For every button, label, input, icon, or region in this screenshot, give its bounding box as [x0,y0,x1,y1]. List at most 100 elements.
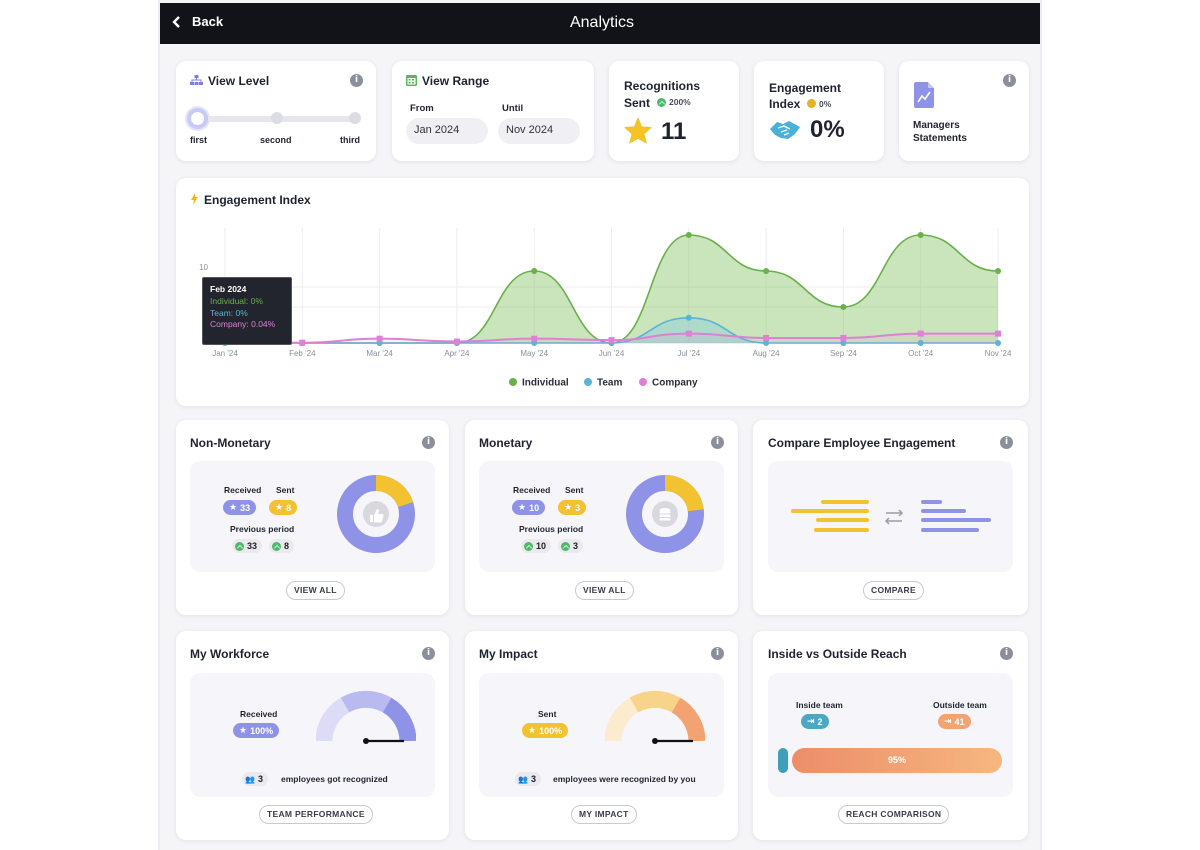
legend-marker-company [639,378,647,386]
x-tick-label: Feb '24 [289,349,316,358]
workforce-count-badge: 👥 3 [242,772,268,786]
sent-count: 3 [575,502,581,513]
info-icon[interactable]: i [711,436,724,449]
recognitions-sent-card[interactable]: Recognitions Sent 200% 11 [609,61,739,161]
engagement-tile-value: 0% [810,116,845,143]
data-point-team [840,340,847,346]
handshake-icon [770,121,800,139]
level-label-first: first [190,135,208,145]
x-tick-label: Jul '24 [677,349,700,358]
info-icon[interactable]: i [350,74,363,87]
engagement-index-card[interactable]: Engagement Index 0% 0% [754,61,884,161]
workforce-gauge [316,690,416,744]
x-tick-label: Apr '24 [444,349,470,358]
info-icon[interactable]: i [422,436,435,449]
sent-count: 8 [286,502,292,513]
impact-percent-badge: ★ 100% [522,723,569,738]
impact-count: 3 [530,774,536,784]
prev-sent: 8 [284,541,290,551]
workforce-footer: employees got recognized [281,774,388,784]
level-stop-third[interactable] [349,112,361,124]
data-point-company [376,335,383,342]
info-icon[interactable]: i [711,647,724,660]
info-icon[interactable]: i [1003,74,1016,87]
workforce-percent-badge: ★ 100% [233,723,280,738]
impact-count-badge: 👥 3 [515,772,541,786]
x-tick-label: Jun '24 [599,349,625,358]
monetary-panel: Received Sent ★ 10 ★ 3 Previous period 10 … [479,461,724,572]
prev-sent-badge: 3 [558,539,584,553]
from-label: From [410,103,434,114]
tooltip-individual: Individual: 0% [210,295,263,306]
non-monetary-donut[interactable] [336,474,416,554]
star-icon: ★ [229,502,238,512]
hierarchy-icon [190,75,203,85]
data-point-individual [531,268,538,274]
recognitions-subtitle: Sent [624,96,651,110]
level-label-second: second [260,135,292,145]
sent-label: Sent [276,485,295,495]
received-label: Received [224,485,262,495]
from-date-input[interactable]: Jan 2024 [406,118,488,144]
team-performance-button[interactable]: TEAM PERFORMANCE [259,805,373,824]
managers-line2: Statements [913,133,967,144]
x-tick-label: Oct '24 [908,349,934,358]
tooltip-month: Feb 2024 [210,284,247,294]
received-count: 33 [240,502,251,513]
increase-icon [235,541,244,551]
prev-received-badge: 10 [521,539,552,553]
prev-sent-badge: 8 [269,539,295,553]
star-icon: ★ [528,725,537,735]
previous-period-label: Previous period [230,524,295,534]
data-point-company [608,337,615,344]
page-title: Analytics [569,14,635,31]
info-icon[interactable]: i [1000,647,1013,660]
sent-badge: ★ 3 [558,500,587,515]
until-date-input[interactable]: Nov 2024 [498,118,580,144]
data-point-company [763,334,770,341]
tooltip-team: Team: 0% [210,307,248,318]
monetary-card: Monetary i Received Sent ★ 10 ★ 3 Previous… [465,420,738,615]
level-slider-handle[interactable] [187,108,208,129]
data-point-team [917,340,924,346]
data-point-company [531,335,538,342]
data-point-individual [685,232,692,238]
x-tick-label: Nov '24 [985,349,1012,358]
engagement-line-chart[interactable]: 10 Jan '24 Feb '24 Mar '24 Apr '24 May '24 Jun… [176,178,1029,406]
monetary-donut[interactable] [625,474,705,554]
reach-comparison-button[interactable]: REACH COMPARISON [838,805,950,824]
star-icon: ★ [564,502,573,512]
back-label: Back [192,14,224,29]
thumbs-up-icon [370,509,384,523]
legend-label-company: Company [652,378,698,389]
swap-icon [884,509,904,525]
non-monetary-panel: Received Sent ★ 33 ★ 8 Previous period 33 … [190,461,435,572]
received-count: 10 [529,502,540,513]
data-point-individual [763,268,770,274]
monetary-view-all-button[interactable]: VIEW ALL [575,581,634,600]
impact-percent: 100% [539,725,563,736]
workforce-percent: 100% [250,725,274,736]
impact-badge-label: Sent [538,709,557,719]
non-monetary-view-all-button[interactable]: VIEW ALL [286,581,345,600]
info-icon[interactable]: i [422,647,435,660]
managers-line1: Managers [913,120,960,131]
coins-icon [659,508,671,521]
data-point-team [995,340,1001,346]
compare-button[interactable]: COMPARE [863,581,924,600]
reach-title: Inside vs Outside Reach [768,647,907,661]
legend-label-individual: Individual [522,378,569,389]
level-stop-second[interactable] [271,112,283,124]
reach-bar-label: 95% [887,755,906,765]
back-button[interactable]: Back [172,14,223,29]
info-icon[interactable]: i [1000,436,1013,449]
managers-statements-card[interactable]: i Managers Statements [899,61,1029,161]
outside-team-badge: ⇥ 41 [938,714,971,729]
impact-gauge [605,690,705,744]
increase-icon [657,98,666,107]
star-icon: ★ [518,502,527,512]
my-impact-button[interactable]: MY IMPACT [571,805,637,824]
star-icon: ★ [275,502,284,512]
data-point-individual [995,268,1001,274]
neutral-change-icon [807,99,816,108]
